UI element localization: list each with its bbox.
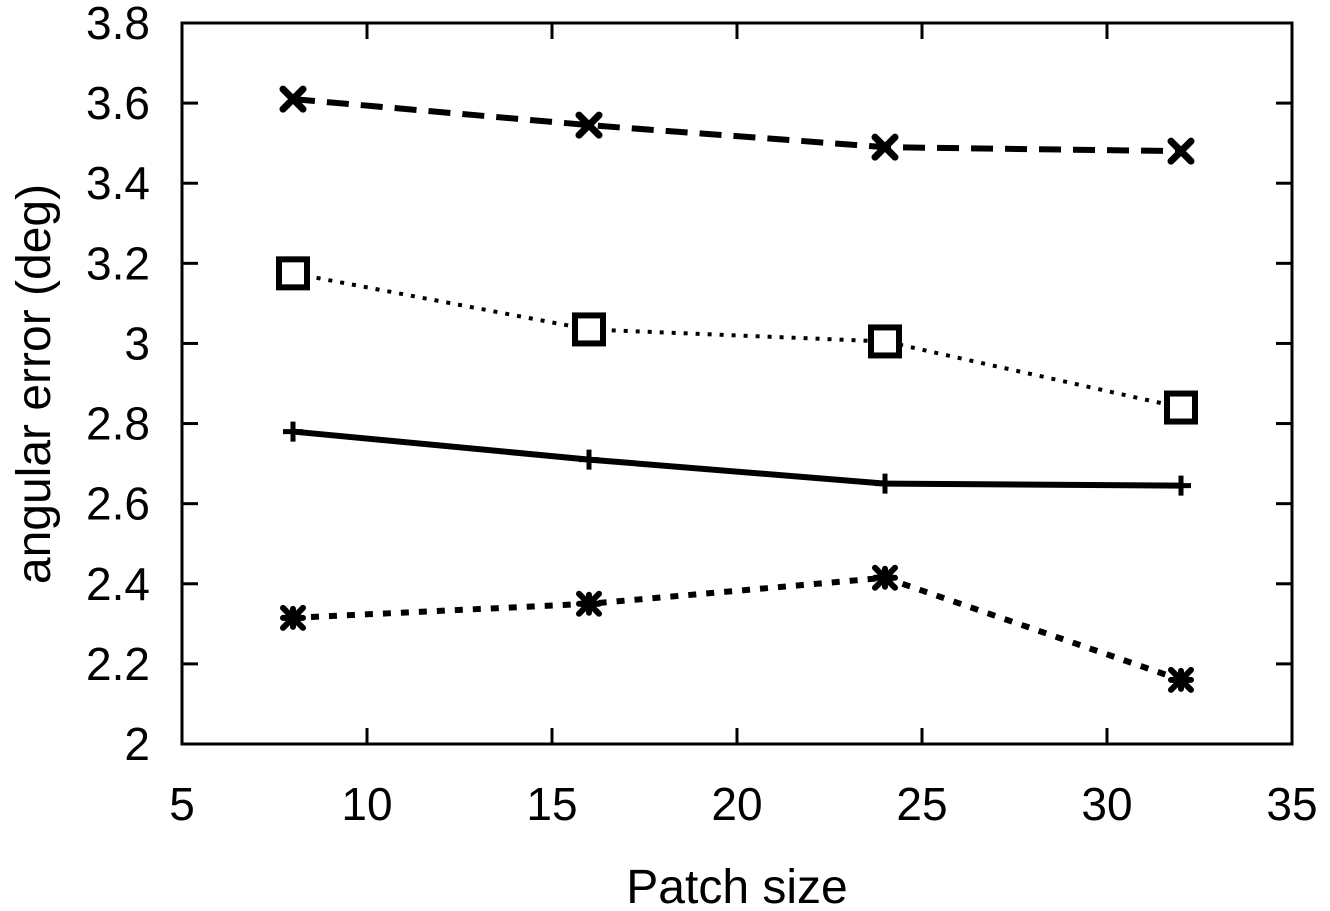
axis-ticks <box>180 21 1294 746</box>
y-tick-label: 2.8 <box>86 398 150 450</box>
plus-marker <box>1171 475 1191 496</box>
x-tick-label: 10 <box>341 778 392 830</box>
data-point-s2-3 <box>868 324 902 359</box>
data-point-s3-3 <box>875 473 895 494</box>
data-point-s3-2 <box>579 449 599 470</box>
x-tick-label: 15 <box>526 778 577 830</box>
axis-tick-labels: 5 10 15 20 25 30 35 2 2.2 2.4 2.6 2.8 3 3.2 3.4 3.6 3.8 <box>86 0 1318 830</box>
plus-marker <box>579 449 599 470</box>
series-lines <box>292 96 1182 683</box>
y-tick-label: 3 <box>124 317 150 369</box>
x-tick-label: 5 <box>169 778 195 830</box>
square-marker <box>1164 390 1198 425</box>
x-tick-label: 20 <box>711 778 762 830</box>
square-marker <box>276 256 310 291</box>
star-marker <box>872 564 898 591</box>
x-tick-label: 35 <box>1266 778 1317 830</box>
data-point-s3-4 <box>1171 475 1191 496</box>
plot-frame <box>180 21 1294 746</box>
plus-marker <box>875 473 895 494</box>
data-point-s4-1 <box>280 604 306 631</box>
x-marker <box>575 111 603 139</box>
square-marker <box>868 324 902 359</box>
data-point-s1-1 <box>279 85 307 113</box>
star-marker <box>1168 666 1194 693</box>
data-point-s4-4 <box>1168 666 1194 693</box>
plus-marker <box>283 421 303 442</box>
y-tick-label: 2.6 <box>86 478 150 530</box>
series-line-2 <box>292 271 1182 410</box>
y-tick-label: 2.4 <box>86 558 150 610</box>
data-point-s2-4 <box>1164 390 1198 425</box>
y-tick-label: 3.4 <box>86 157 150 209</box>
data-point-s1-3 <box>871 133 899 161</box>
star-marker <box>280 604 306 631</box>
series-line-3 <box>292 428 1182 489</box>
data-point-s4-3 <box>872 564 898 591</box>
x-tick-label: 30 <box>1081 778 1132 830</box>
data-point-s2-2 <box>572 312 606 347</box>
square-marker <box>572 312 606 347</box>
x-marker <box>1167 137 1195 165</box>
y-tick-label: 3.8 <box>86 0 150 49</box>
x-marker <box>279 85 307 113</box>
star-marker <box>576 590 602 617</box>
series-markers <box>276 85 1198 693</box>
data-point-s1-2 <box>575 111 603 139</box>
y-tick-label: 2.2 <box>86 638 150 690</box>
x-marker <box>871 133 899 161</box>
y-axis-title: angular error (deg) <box>8 184 61 584</box>
x-axis-title: Patch size <box>626 861 847 911</box>
y-tick-label: 3.2 <box>86 237 150 289</box>
data-point-s4-2 <box>576 590 602 617</box>
series-line-1 <box>292 96 1182 155</box>
x-tick-label: 25 <box>896 778 947 830</box>
y-tick-label: 3.6 <box>86 77 150 129</box>
y-tick-label: 2 <box>124 718 150 770</box>
data-point-s2-1 <box>276 256 310 291</box>
data-point-s1-4 <box>1167 137 1195 165</box>
data-point-s3-1 <box>283 421 303 442</box>
series-line-4 <box>292 574 1182 683</box>
